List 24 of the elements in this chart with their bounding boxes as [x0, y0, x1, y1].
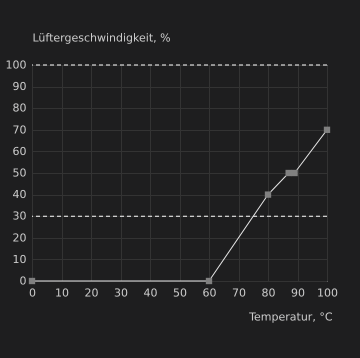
- y-tick-label: 50: [12, 166, 26, 180]
- y-tick-label: 10: [12, 252, 26, 266]
- y-tick-label: 60: [12, 144, 26, 158]
- y-tick-label: 0: [20, 274, 26, 288]
- y-tick-label: 30: [12, 210, 26, 223]
- x-tick-label: 50: [173, 286, 187, 300]
- x-tick-label: 70: [232, 286, 246, 300]
- x-tick-label: 10: [55, 286, 69, 300]
- x-tick-label: 40: [144, 286, 158, 300]
- y-axis-title: Lüftergeschwindigkeit, %: [32, 32, 171, 44]
- x-axis-title: Temperatur, °C: [248, 310, 333, 324]
- y-tick-label: 40: [12, 188, 26, 202]
- y-tick-label: 80: [12, 102, 26, 115]
- x-tick-label: 100: [317, 286, 338, 300]
- x-tick-label: 30: [114, 286, 128, 300]
- x-tick-label: 90: [291, 286, 305, 300]
- x-tick-label: 20: [84, 286, 98, 300]
- y-tick-label: 20: [12, 231, 26, 244]
- x-tick-label: 80: [262, 286, 276, 300]
- y-tick-label: 90: [12, 80, 26, 94]
- y-tick-label: 70: [12, 123, 26, 136]
- x-tick-label: 0: [29, 286, 36, 300]
- x-tick-label: 60: [202, 286, 216, 300]
- y-tick-label: 100: [6, 58, 26, 72]
